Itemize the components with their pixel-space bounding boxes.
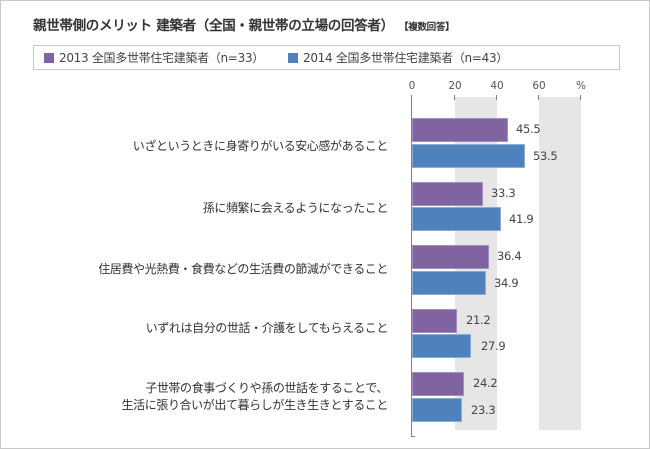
y-axis-foot (411, 436, 415, 437)
bar-2014 (412, 398, 462, 422)
value-label-2014: 53.5 (533, 149, 558, 163)
grid-band-60-80 (539, 97, 581, 430)
legend-swatch-2014 (288, 52, 298, 63)
legend-item-2014: 2014 全国多世帯住宅建築者（n=43） (288, 49, 508, 66)
chart-title: 親世帯側のメリット 建築者（全国・親世帯の立場の回答者） 【複数回答】 (33, 14, 455, 34)
chart-legend: 2013 全国多世帯住宅建築者（n=33） 2014 全国多世帯住宅建築者（n=… (33, 45, 620, 70)
category-label-line2: 生活に張り合いが出て暮らしが生き生きとすること (121, 398, 389, 412)
bar-2014 (412, 207, 501, 231)
category-label: 孫に頻繁に会えるようになったこと (202, 201, 389, 215)
category-label: 住居費や光熱費・食費などの生活費の節減ができること (98, 262, 388, 276)
category-label: いずれは自分の世話・介護をしてもらえること (145, 321, 389, 335)
tick-label-0: 0 (408, 80, 416, 92)
chart-title-note: 【複数回答】 (403, 22, 455, 33)
legend-label-2014: 2014 全国多世帯住宅建築者（n=43） (303, 51, 508, 65)
chart-title-main: 親世帯側のメリット 建築者（全国・親世帯の立場の回答者） (33, 18, 394, 34)
bar-2014 (412, 144, 525, 168)
value-label-2013: 45.5 (516, 122, 541, 136)
bar-2013 (412, 372, 464, 396)
value-label-2013: 36.4 (497, 249, 522, 263)
tick-label-unit: % (576, 80, 586, 92)
bar-2013 (412, 118, 508, 142)
bar-2014 (412, 334, 471, 358)
tick-label-40: 40 (490, 80, 504, 92)
bar-2013 (412, 182, 483, 206)
value-label-2013: 33.3 (491, 186, 516, 200)
bar-2013 (412, 309, 457, 333)
category-label-line1: 子世帯の食事づくりや孫の世話をすることで、 (145, 381, 388, 395)
legend-item-2013: 2013 全国多世帯住宅建築者（n=33） (44, 49, 264, 66)
value-label-2013: 24.2 (473, 376, 498, 390)
bar-2014 (412, 271, 486, 295)
value-label-2014: 27.9 (481, 339, 506, 353)
legend-label-2013: 2013 全国多世帯住宅建築者（n=33） (59, 51, 264, 65)
tick-60 (538, 95, 539, 100)
value-label-2014: 41.9 (509, 212, 534, 226)
tick-label-60: 60 (532, 80, 546, 92)
bar-2013 (412, 245, 489, 269)
category-label: いざというときに身寄りがいる安心感があること (132, 139, 389, 153)
y-axis-line (411, 97, 412, 437)
legend-swatch-2013 (44, 52, 54, 63)
tick-label-20: 20 (448, 80, 462, 92)
value-label-2014: 23.3 (471, 403, 496, 417)
tick-20 (454, 95, 455, 100)
value-label-2014: 34.9 (494, 276, 519, 290)
tick-40 (496, 95, 497, 100)
category-label: 子世帯の食事づくりや孫の世話をすることで、 生活に張り合いが出て暮らしが生き生き… (121, 380, 389, 414)
value-label-2013: 21.2 (466, 313, 491, 327)
tick-80 (580, 95, 581, 100)
